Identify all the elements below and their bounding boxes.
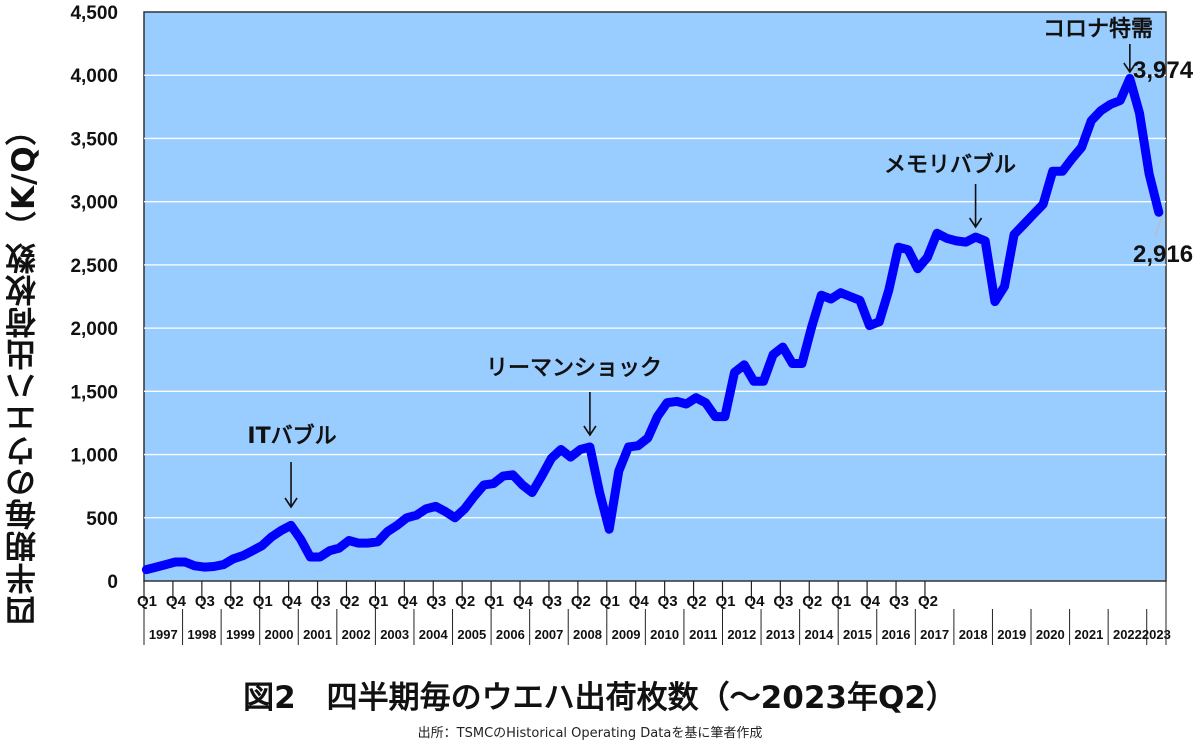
x-year-label: 2020 bbox=[1036, 627, 1065, 642]
x-year-label: 2009 bbox=[612, 627, 641, 642]
chart-title: 図2 四半期毎のウエハ出荷枚数（～2023年Q2） bbox=[243, 680, 957, 716]
x-year-label: 2018 bbox=[959, 627, 988, 642]
annotation-label: メモリバブル bbox=[884, 152, 1016, 178]
x-quarter-label: Q1 bbox=[253, 593, 273, 610]
x-year-label: 2010 bbox=[650, 627, 679, 642]
x-year-label: 2017 bbox=[920, 627, 949, 642]
x-year-label: 2016 bbox=[882, 627, 911, 642]
x-year-label: 2015 bbox=[843, 627, 872, 642]
x-year-label: 2007 bbox=[534, 627, 563, 642]
annotations: ITバブル リーマンショック メモリバブル コロナ特需 bbox=[247, 16, 1153, 509]
x-quarter-label: Q2 bbox=[571, 593, 591, 610]
annotation-label: ITバブル bbox=[247, 423, 336, 449]
y-tick-label: 2,000 bbox=[70, 319, 118, 340]
x-quarter-label: Q2 bbox=[802, 593, 822, 610]
x-axis: Q1 Q4 Q3 Q2 Q1 Q4 Q3 Q2 Q1 Q4 Q3 Q2 Q1 Q4 Q3 Q2 Q1 Q4 Q3 Q2… bbox=[137, 581, 1171, 645]
x-quarter-label: Q3 bbox=[311, 593, 331, 610]
x-year-label: 2005 bbox=[457, 627, 486, 642]
x-year-label: 2006 bbox=[496, 627, 525, 642]
x-quarter-label: Q1 bbox=[715, 593, 735, 610]
y-axis-title: 四半期毎のウエハ出荷枚数（K/Q） bbox=[6, 113, 42, 627]
x-quarter-label: Q2 bbox=[918, 593, 938, 610]
y-tick-label: 4,500 bbox=[70, 3, 118, 24]
y-tick-label: 500 bbox=[86, 509, 118, 530]
x-quarter-label: Q1 bbox=[600, 593, 620, 610]
data-line bbox=[141, 74, 1164, 575]
x-year-label: 2014 bbox=[804, 627, 834, 642]
x-quarter-label: Q2 bbox=[224, 593, 244, 610]
x-year-label: 2013 bbox=[766, 627, 795, 642]
y-tick-label: 0 bbox=[107, 572, 118, 593]
annotation-label: リーマンショック bbox=[486, 356, 662, 381]
x-quarter-label: Q1 bbox=[368, 593, 388, 610]
x-quarter-label: Q2 bbox=[687, 593, 707, 610]
x-quarter-label: Q4 bbox=[629, 593, 650, 610]
y-tick-label: 4,000 bbox=[70, 66, 118, 87]
x-year-label: 1999 bbox=[226, 627, 255, 642]
x-year-label: 2000 bbox=[265, 627, 294, 642]
x-year-label: 2003 bbox=[380, 627, 409, 642]
data-label: 3,974 bbox=[1133, 57, 1194, 84]
x-quarter-label: Q3 bbox=[426, 593, 446, 610]
x-year-label: 2001 bbox=[303, 627, 332, 642]
y-tick-label: 1,500 bbox=[70, 382, 118, 403]
x-quarter-label: Q1 bbox=[484, 593, 504, 610]
data-label: 2,916 bbox=[1133, 241, 1193, 268]
annotation-label: コロナ特需 bbox=[1043, 16, 1153, 42]
x-year-label: 2004 bbox=[419, 627, 449, 642]
x-year-label: 2002 bbox=[342, 627, 371, 642]
plot-area bbox=[143, 11, 1167, 582]
x-quarter-label: Q2 bbox=[455, 593, 475, 610]
x-quarter-label: Q4 bbox=[513, 593, 534, 610]
y-tick-label: 3,500 bbox=[70, 129, 118, 150]
x-year-label: 1997 bbox=[149, 627, 178, 642]
x-year-label: 1998 bbox=[187, 627, 216, 642]
x-year-label: 2011 bbox=[689, 627, 717, 642]
x-quarter-label: Q2 bbox=[339, 593, 359, 610]
y-axis-tick-labels: 0 500 1,000 1,500 2,000 2,500 3,000 3,500 4,000 4… bbox=[70, 3, 118, 593]
x-quarter-label: Q3 bbox=[889, 593, 909, 610]
y-tick-label: 1,000 bbox=[70, 446, 118, 467]
x-year-label: 2019 bbox=[997, 627, 1026, 642]
x-quarter-label: Q3 bbox=[658, 593, 678, 610]
x-quarter-label: Q1 bbox=[137, 593, 157, 610]
gridlines bbox=[144, 74, 1166, 519]
y-tick-label: 2,500 bbox=[70, 256, 118, 277]
source-note: 出所：TSMCのHistorical Operating Dataを基に筆者作成 bbox=[417, 726, 763, 741]
x-quarter-label: Q4 bbox=[397, 593, 418, 610]
x-quarter-label: Q3 bbox=[773, 593, 793, 610]
x-year-label: 2021 bbox=[1074, 627, 1103, 642]
data-label-leaders bbox=[1132, 70, 1164, 237]
x-quarter-label: Q4 bbox=[860, 593, 881, 610]
x-quarter-label: Q4 bbox=[282, 593, 303, 610]
x-quarter-label: Q3 bbox=[542, 593, 562, 610]
y-tick-label: 3,000 bbox=[70, 193, 118, 214]
x-quarter-label: Q1 bbox=[831, 593, 851, 610]
x-year-label: 2012 bbox=[727, 627, 756, 642]
x-quarter-label: Q3 bbox=[195, 593, 215, 610]
x-quarter-label: Q4 bbox=[744, 593, 765, 610]
x-year-label: 2023 bbox=[1142, 627, 1171, 642]
x-quarter-label: Q4 bbox=[166, 593, 187, 610]
x-year-label: 2008 bbox=[573, 627, 602, 642]
data-labels: 3,974 2,916 bbox=[1133, 57, 1194, 268]
x-year-label: 2022 bbox=[1113, 627, 1142, 642]
